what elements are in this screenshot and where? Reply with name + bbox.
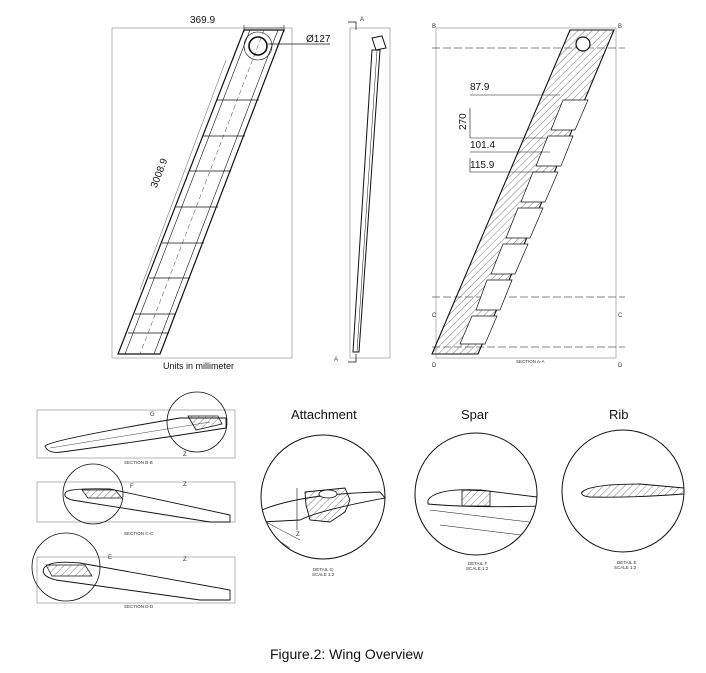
section-a-arrow-bottom — [348, 354, 357, 363]
label-detail-g: DETAIL G — [313, 567, 334, 572]
label-detail-e: DETAIL E — [617, 560, 637, 565]
marker-d-left: D — [432, 363, 437, 369]
marker-z-bb: Z — [183, 452, 187, 458]
units-note: Units in millimeter — [163, 361, 235, 371]
label-section-dd: SECTION D-D — [124, 604, 154, 609]
detail-spar — [414, 432, 538, 556]
label-detail-f-scale: SCALE 1:2 — [466, 566, 489, 571]
dim-spar-width-2: 115.9 — [470, 160, 495, 171]
label-section-bb: SECTION B-B — [124, 460, 153, 465]
marker-c-right: C — [618, 313, 623, 319]
marker-g: G — [150, 412, 155, 418]
marker-c-left: C — [432, 313, 437, 319]
side-view-frame — [349, 27, 391, 359]
marker-z-dd: Z — [183, 557, 187, 563]
hatched-planform — [431, 29, 615, 355]
label-detail-g-scale: SCALE 1:2 — [312, 572, 335, 577]
detail-title-rib: Rib — [609, 407, 629, 422]
label-detail-f: DETAIL F — [468, 561, 488, 566]
marker-a-top: A — [360, 17, 365, 23]
wing-side-view — [348, 21, 391, 363]
detail-attachment — [260, 434, 386, 560]
label-detail-e-scale: SCALE 1:2 — [614, 565, 637, 570]
dim-spar-width-1: 101.4 — [470, 140, 496, 151]
rib-lines — [128, 99, 259, 334]
section-dd-view — [31, 532, 236, 604]
detail-g-circle — [166, 391, 228, 453]
detail-title-spar: Spar — [461, 407, 489, 422]
dim-spar-height: 270 — [458, 113, 469, 130]
detail-f-circle — [62, 463, 124, 525]
marker-b-left: B — [432, 24, 437, 30]
section-cc-view — [36, 463, 236, 525]
dim-hole-spacing: 87.9 — [470, 82, 490, 93]
section-a-arrow-top — [348, 21, 357, 30]
marker-d-right: D — [618, 363, 623, 369]
dimension-boxes — [469, 94, 560, 173]
attachment-hole — [248, 36, 268, 56]
marker-a-bottom: A — [334, 357, 339, 363]
wing-section-aa-view — [431, 27, 625, 359]
marker-b-right: B — [618, 24, 623, 30]
section-view-frame — [435, 27, 617, 359]
rib-windows — [459, 99, 589, 345]
dim-chord-width: 369.9 — [190, 15, 216, 26]
marker-z-attachment: Z — [296, 532, 300, 538]
detail-e-circle — [31, 532, 101, 602]
wing-plan-view — [111, 25, 330, 359]
marker-z-cc: Z — [183, 482, 187, 488]
section-bb-view — [36, 391, 236, 459]
dim-hole-diameter: Ø127 — [306, 34, 331, 45]
plan-view-frame — [111, 27, 293, 359]
figure-caption: Figure.2: Wing Overview — [270, 646, 424, 662]
detail-rib — [561, 429, 685, 553]
detail-title-attachment: Attachment — [291, 407, 357, 422]
marker-f: F — [130, 484, 134, 490]
wing-planform-outline — [117, 29, 285, 355]
marker-e: E — [108, 555, 113, 561]
label-section-cc: SECTION C-C — [124, 531, 154, 536]
section-hole — [575, 36, 591, 52]
label-section-aa: SECTION A-A — [516, 359, 545, 364]
